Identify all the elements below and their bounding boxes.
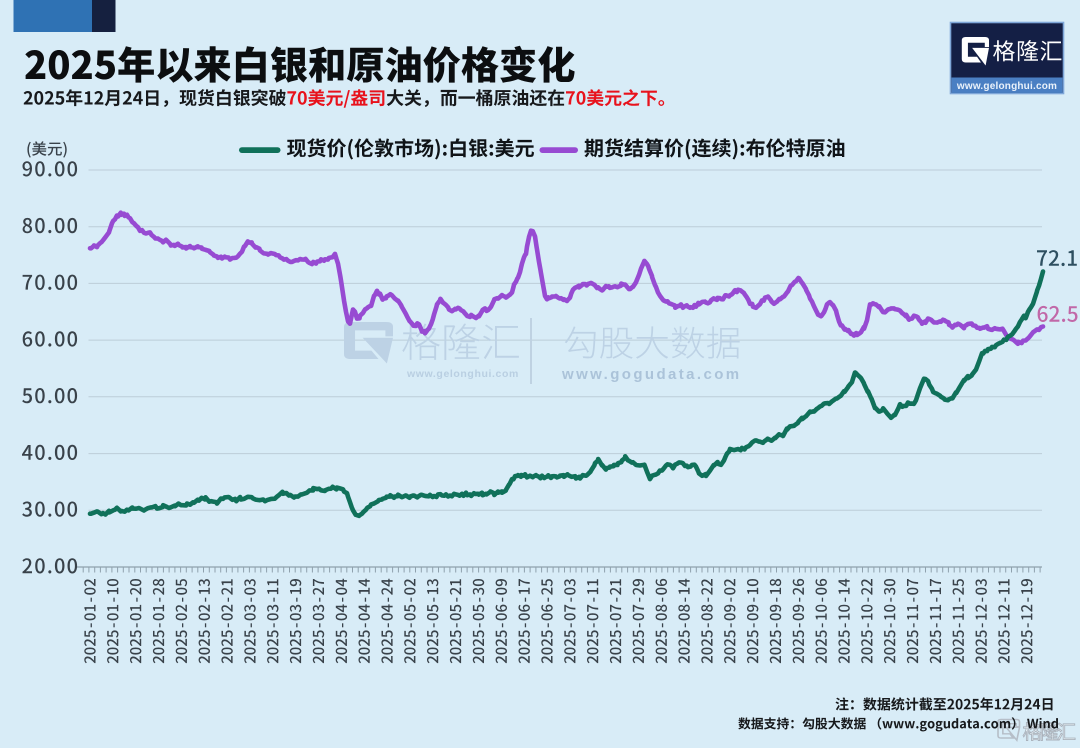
svg-text:www.gelonghui.com: www.gelonghui.com xyxy=(956,81,1057,92)
svg-text:www.gogudata.com: www.gogudata.com xyxy=(561,366,742,383)
svg-text:www.gelonghui.com: www.gelonghui.com xyxy=(406,368,519,380)
